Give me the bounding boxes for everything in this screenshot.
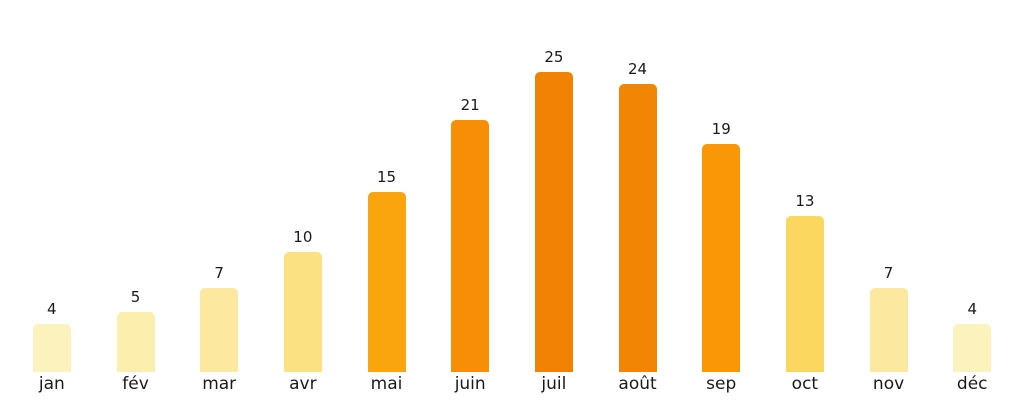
chart-column: 24 août [596,0,680,404]
bar [451,120,490,372]
x-tick-label: mar [202,374,237,394]
x-tick-label: déc [956,374,988,394]
bar [116,312,155,372]
bar [534,72,573,372]
x-tick-label: mai [370,374,403,394]
bar [785,216,824,372]
bar-value-label: 7 [214,264,224,282]
x-tick-label: sep [706,374,737,394]
bar-stack: 19 [702,0,741,372]
bar [618,84,657,372]
bar-value-label: 13 [795,192,815,210]
chart-column: 5 fév [94,0,178,404]
x-tick-label: avr [289,374,317,394]
bar-stack: 7 [869,0,908,372]
chart-column: 21 juin [428,0,512,404]
x-tick-label: jan [38,374,65,394]
bar-value-label: 4 [967,300,977,318]
bar [367,192,406,372]
bar [283,252,322,372]
bar-value-label: 19 [711,120,731,138]
bar-stack: 4 [32,0,71,372]
bar-value-label: 7 [883,264,894,282]
bar [702,144,741,372]
chart-column: 4 déc [930,0,1014,404]
bar-value-label: 25 [544,48,564,66]
chart-column: 7 mar [177,0,261,404]
x-tick-label: nov [872,374,905,394]
x-tick-label: fév [122,374,149,394]
bar-value-label: 15 [376,168,397,186]
chart-column: 7 nov [847,0,931,404]
chart-column: 19 sep [679,0,763,404]
bar-stack: 7 [200,0,239,372]
bar [869,288,908,372]
bar-stack: 25 [534,0,573,372]
bar-stack: 21 [451,0,490,372]
bar-stack: 10 [283,0,322,372]
chart-column: 15 mai [345,0,429,404]
chart-column: 25 juil [512,0,596,404]
x-tick-label: oct [791,374,819,394]
bar [32,324,71,372]
x-tick-label: août [618,374,657,394]
x-tick-label: juin [454,374,486,394]
bar-value-label: 5 [130,288,141,306]
bar-value-label: 24 [627,60,648,78]
x-tick-label: juil [541,374,567,394]
chart-column: 4 jan [10,0,94,404]
bar-value-label: 4 [47,300,57,318]
bar-stack: 4 [953,0,992,372]
chart-column: 13 oct [763,0,847,404]
chart-column: 10 avr [261,0,345,404]
bar-stack: 5 [116,0,155,372]
bar-stack: 15 [367,0,406,372]
bar-stack: 13 [785,0,824,372]
bar [200,288,239,372]
bar [953,324,992,372]
bar-value-label: 21 [460,96,480,114]
bar-value-label: 10 [293,228,313,246]
bar-stack: 24 [618,0,657,372]
